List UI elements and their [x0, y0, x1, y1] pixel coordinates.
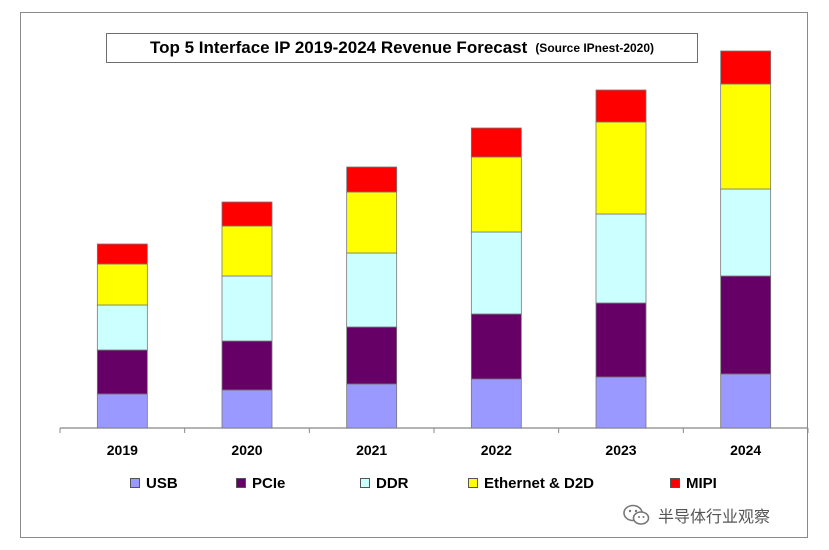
bar-segment-pcie-2023 [595, 302, 647, 378]
bar-segment-ddr-2024 [720, 188, 772, 277]
legend-label: Ethernet & D2D [484, 474, 595, 492]
bar-segment-ethernet-d2d-2024 [720, 83, 772, 190]
bar-segment-mipi-2022 [470, 127, 522, 158]
bar-segment-ethernet-d2d-2020 [221, 225, 273, 277]
bar-segment-pcie-2020 [221, 340, 273, 391]
bar-segment-ethernet-d2d-2019 [96, 263, 148, 306]
bar-segment-mipi-2019 [96, 243, 148, 265]
bar-segment-pcie-2022 [470, 313, 522, 380]
x-tick-label: 2019 [107, 442, 138, 458]
bar-segment-ddr-2023 [595, 213, 647, 304]
wechat-icon [623, 504, 650, 525]
bar-segment-usb-2023 [595, 376, 647, 429]
x-tick-label: 2020 [231, 442, 262, 458]
bar-segment-ethernet-d2d-2022 [470, 156, 522, 233]
bar-segment-pcie-2021 [346, 326, 398, 385]
bar-segment-ddr-2021 [346, 252, 398, 328]
legend-label: PCIe [252, 474, 286, 492]
bar-segment-mipi-2023 [595, 89, 647, 123]
bar-segment-ethernet-d2d-2021 [346, 191, 398, 254]
bar-segment-usb-2020 [221, 389, 273, 429]
chart-legend: USB PCIe DDR Ethernet & D2D MIPI [0, 468, 829, 498]
bar-segment-ethernet-d2d-2023 [595, 121, 647, 215]
x-tick-label: 2021 [356, 442, 387, 458]
legend-swatch [468, 478, 478, 488]
legend-label: USB [146, 474, 178, 492]
watermark-text: 半导体行业观察 [658, 507, 771, 526]
bar-segment-usb-2019 [96, 393, 148, 429]
legend-swatch [236, 478, 246, 488]
legend-swatch [670, 478, 680, 488]
chart-title-box: Top 5 Interface IP 2019-2024 Revenue For… [106, 33, 698, 63]
legend-label: DDR [376, 474, 409, 492]
watermark: 半导体行业观察 [622, 503, 770, 527]
chart-subtitle: (Source IPnest-2020) [535, 41, 655, 55]
bar-segment-usb-2022 [470, 378, 522, 429]
bar-segment-ddr-2020 [221, 275, 273, 342]
bar-segment-ddr-2019 [96, 304, 148, 351]
x-tick-label: 2022 [481, 442, 512, 458]
bar-segment-usb-2021 [346, 383, 398, 429]
bar-segment-pcie-2019 [96, 349, 148, 395]
bar-segment-usb-2024 [720, 373, 772, 429]
x-tick-label: 2023 [605, 442, 636, 458]
legend-item-ddr: DDR [360, 468, 409, 498]
bar-segment-mipi-2021 [346, 166, 398, 193]
bar-segment-ddr-2022 [470, 231, 522, 315]
bar-segment-mipi-2024 [720, 50, 772, 85]
legend-swatch [360, 478, 370, 488]
legend-item-usb: USB [130, 468, 178, 498]
legend-item-pcie: PCIe [236, 468, 285, 498]
x-tick-label: 2024 [730, 442, 761, 458]
legend-item-mipi: MIPI [670, 468, 717, 498]
chart-title: Top 5 Interface IP 2019-2024 Revenue For… [149, 38, 528, 57]
legend-item-ethernet-d2d: Ethernet & D2D [468, 468, 594, 498]
legend-swatch [130, 478, 140, 488]
legend-label: MIPI [686, 474, 717, 492]
bar-segment-mipi-2020 [221, 201, 273, 227]
bar-segment-pcie-2024 [720, 275, 772, 375]
chart-frame [20, 12, 808, 538]
